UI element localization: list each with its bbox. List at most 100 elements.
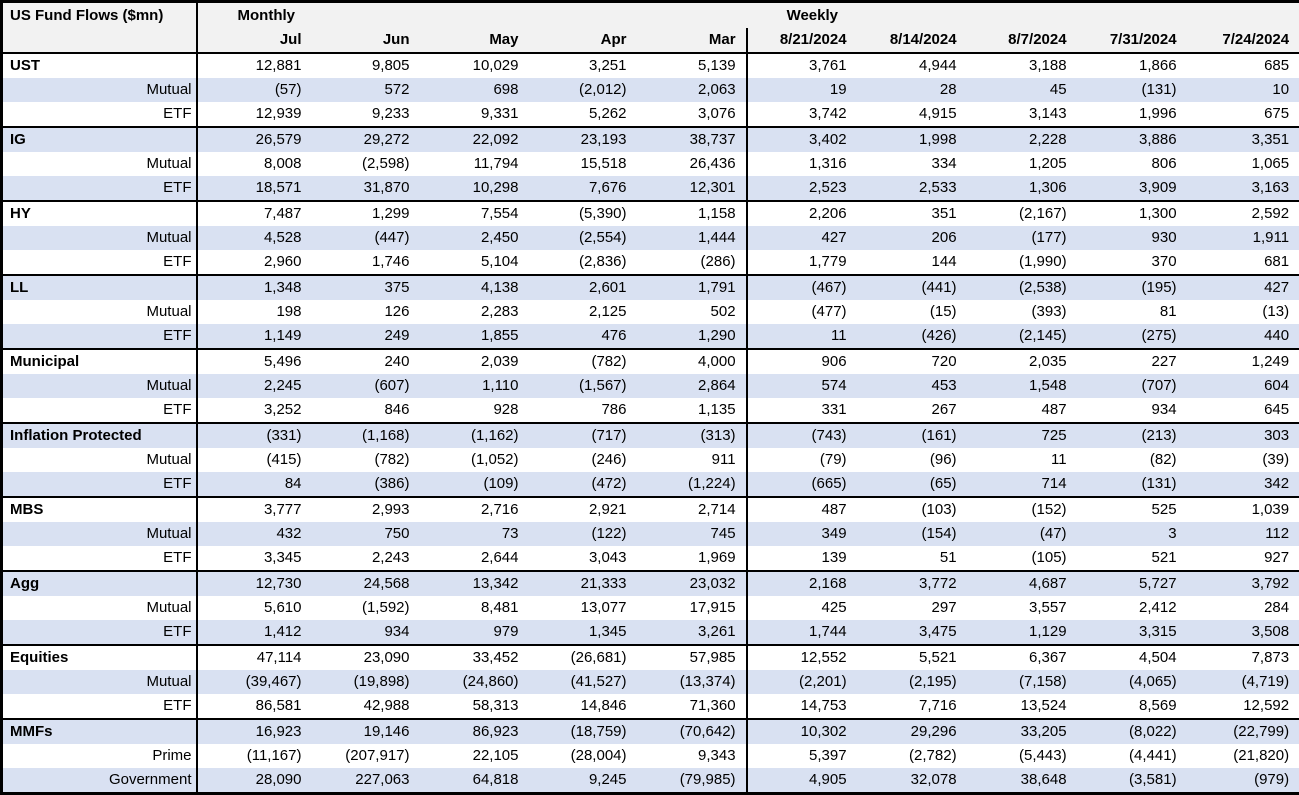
value-cell: (24,860) xyxy=(420,670,529,694)
value-cell: 8,008 xyxy=(197,152,312,176)
value-cell: (13,374) xyxy=(637,670,747,694)
value-cell: 26,579 xyxy=(197,127,312,152)
category-label: Equities xyxy=(2,645,197,670)
value-cell: 15,518 xyxy=(529,152,637,176)
value-cell: 979 xyxy=(420,620,529,645)
value-cell: 2,063 xyxy=(637,78,747,102)
value-cell: 10,302 xyxy=(747,719,857,744)
value-cell: 1,998 xyxy=(857,127,967,152)
value-cell: (472) xyxy=(529,472,637,497)
value-cell: (70,642) xyxy=(637,719,747,744)
value-cell: (131) xyxy=(1077,472,1187,497)
value-cell: (131) xyxy=(1077,78,1187,102)
value-cell: 28,090 xyxy=(197,768,312,794)
value-cell: 487 xyxy=(967,398,1077,423)
value-cell: (79,985) xyxy=(637,768,747,794)
value-cell: 4,905 xyxy=(747,768,857,794)
value-cell: 675 xyxy=(1187,102,1299,127)
value-cell: 8,481 xyxy=(420,596,529,620)
value-cell: (393) xyxy=(967,300,1077,324)
value-cell: (2,012) xyxy=(529,78,637,102)
value-cell: 31,870 xyxy=(312,176,420,201)
value-cell: 10 xyxy=(1187,78,1299,102)
value-cell: 19,146 xyxy=(312,719,420,744)
value-cell: 3,508 xyxy=(1187,620,1299,645)
value-cell: 5,139 xyxy=(637,53,747,78)
value-cell: 112 xyxy=(1187,522,1299,546)
value-cell: 1,149 xyxy=(197,324,312,349)
value-cell: 51 xyxy=(857,546,967,571)
subcategory-label: ETF xyxy=(2,398,197,423)
value-cell: 9,331 xyxy=(420,102,529,127)
value-cell: 2,960 xyxy=(197,250,312,275)
value-cell: 9,805 xyxy=(312,53,420,78)
value-cell: (979) xyxy=(1187,768,1299,794)
value-cell: 1,412 xyxy=(197,620,312,645)
column-header: Mar xyxy=(637,28,747,53)
value-cell: 2,993 xyxy=(312,497,420,522)
value-cell: 487 xyxy=(747,497,857,522)
value-cell: (426) xyxy=(857,324,967,349)
value-cell: 427 xyxy=(747,226,857,250)
value-cell: 525 xyxy=(1077,497,1187,522)
value-cell: (2,167) xyxy=(967,201,1077,226)
value-cell: 26,436 xyxy=(637,152,747,176)
category-label: IG xyxy=(2,127,197,152)
value-cell: 2,601 xyxy=(529,275,637,300)
value-cell: 5,727 xyxy=(1077,571,1187,596)
value-cell: 806 xyxy=(1077,152,1187,176)
value-cell: 139 xyxy=(747,546,857,571)
value-cell: 685 xyxy=(1187,53,1299,78)
value-cell: 33,452 xyxy=(420,645,529,670)
table-row: Prime(11,167)(207,917)22,105(28,004)9,34… xyxy=(2,744,1299,768)
value-cell: 14,753 xyxy=(747,694,857,719)
value-cell: 7,716 xyxy=(857,694,967,719)
value-cell: 432 xyxy=(197,522,312,546)
value-cell: 22,092 xyxy=(420,127,529,152)
value-cell: 3,043 xyxy=(529,546,637,571)
category-label: MBS xyxy=(2,497,197,522)
value-cell: 1,744 xyxy=(747,620,857,645)
value-cell: (26,681) xyxy=(529,645,637,670)
value-cell: 206 xyxy=(857,226,967,250)
value-cell: (477) xyxy=(747,300,857,324)
value-cell: 1,855 xyxy=(420,324,529,349)
value-cell: 745 xyxy=(637,522,747,546)
value-cell: 84 xyxy=(197,472,312,497)
value-cell: 698 xyxy=(420,78,529,102)
value-cell: 1,290 xyxy=(637,324,747,349)
value-cell: (743) xyxy=(747,423,857,448)
value-cell: 2,644 xyxy=(420,546,529,571)
subcategory-label: ETF xyxy=(2,324,197,349)
value-cell: 23,090 xyxy=(312,645,420,670)
value-cell: 9,233 xyxy=(312,102,420,127)
value-cell: 2,921 xyxy=(529,497,637,522)
value-cell: (3,581) xyxy=(1077,768,1187,794)
value-cell: (5,443) xyxy=(967,744,1077,768)
value-cell: 29,272 xyxy=(312,127,420,152)
value-cell: 846 xyxy=(312,398,420,423)
value-cell: (18,759) xyxy=(529,719,637,744)
value-cell: 2,533 xyxy=(857,176,967,201)
value-cell: 4,504 xyxy=(1077,645,1187,670)
subcategory-label: Government xyxy=(2,768,197,794)
subcategory-label: ETF xyxy=(2,472,197,497)
subcategory-label: Mutual xyxy=(2,300,197,324)
value-cell: 3,163 xyxy=(1187,176,1299,201)
value-cell: 73 xyxy=(420,522,529,546)
column-header: May xyxy=(420,28,529,53)
subcategory-label: Mutual xyxy=(2,374,197,398)
value-cell: 1,299 xyxy=(312,201,420,226)
value-cell: (19,898) xyxy=(312,670,420,694)
subcategory-label: Mutual xyxy=(2,522,197,546)
value-cell: 4,915 xyxy=(857,102,967,127)
value-cell: 42,988 xyxy=(312,694,420,719)
